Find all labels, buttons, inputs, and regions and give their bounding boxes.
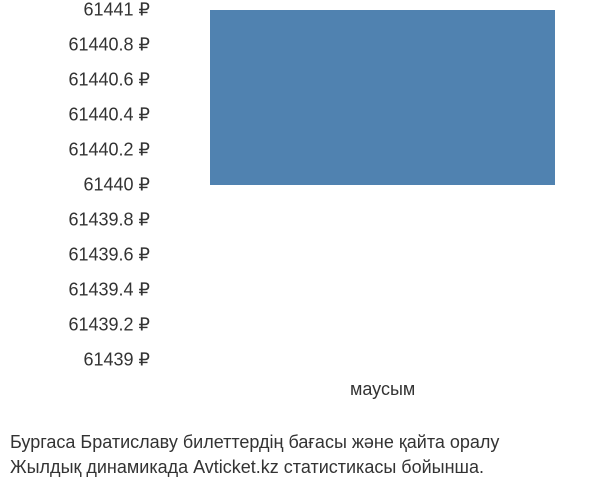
x-axis-label-1: маусым: [350, 379, 415, 400]
plot-area: [165, 10, 585, 360]
y-tick-5: 61440 ₽: [0, 175, 150, 196]
y-tick-0: 61441 ₽: [0, 0, 150, 21]
y-tick-2: 61440.6 ₽: [0, 70, 150, 91]
y-tick-3: 61440.4 ₽: [0, 105, 150, 126]
y-tick-4: 61440.2 ₽: [0, 140, 150, 161]
y-tick-10: 61439 ₽: [0, 350, 150, 371]
y-tick-9: 61439.2 ₽: [0, 315, 150, 336]
y-tick-7: 61439.6 ₽: [0, 245, 150, 266]
chart-caption: Бургаса Братиславу билеттердің бағасы жә…: [0, 430, 600, 480]
bar-1: [210, 10, 555, 185]
caption-line-2: Жылдық динамикада Avticket.kz статистика…: [10, 455, 590, 480]
y-tick-8: 61439.4 ₽: [0, 280, 150, 301]
y-tick-1: 61440.8 ₽: [0, 35, 150, 56]
y-tick-6: 61439.8 ₽: [0, 210, 150, 231]
chart-area: 61441 ₽ 61440.8 ₽ 61440.6 ₽ 61440.4 ₽ 61440.…: [0, 0, 600, 430]
caption-line-1: Бургаса Братиславу билеттердің бағасы жә…: [10, 430, 590, 455]
